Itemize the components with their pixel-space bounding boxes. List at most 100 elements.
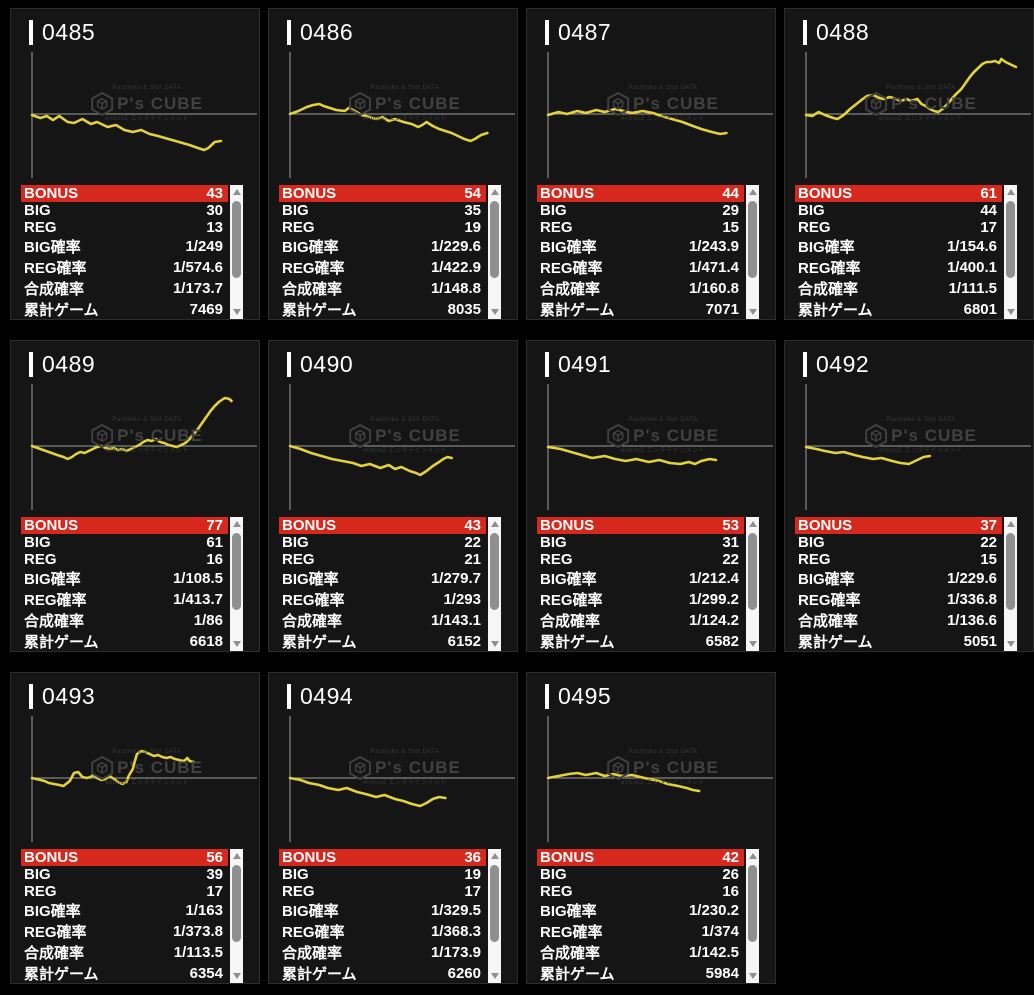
big-rate-value: 1/279.7: [430, 570, 481, 587]
scroll-up-icon[interactable]: [232, 853, 241, 859]
scrollbar-thumb[interactable]: [1006, 533, 1015, 610]
title-accent-bar: [29, 20, 33, 45]
scroll-down-icon[interactable]: [232, 973, 241, 979]
machine-card[interactable]: 0493 Pachinko & Slot DATA P's CUBE enboo…: [10, 672, 260, 984]
machine-card[interactable]: 0485 Pachinko & Slot DATA P's CUBE enboo…: [10, 8, 260, 320]
scrollbar-thumb[interactable]: [232, 201, 241, 278]
title-accent-bar: [803, 352, 807, 377]
scroll-up-icon[interactable]: [1006, 521, 1015, 527]
scroll-up-icon[interactable]: [490, 189, 499, 195]
bonus-label: BONUS: [798, 517, 853, 534]
reg-row: REG 17: [795, 219, 1002, 236]
big-label: BIG: [282, 202, 309, 219]
stats-rows: BONUS 77 BIG 61 REG 16 BIG確率 1/108.5 REG…: [21, 517, 228, 651]
title-accent-bar: [29, 352, 33, 377]
table-scrollbar[interactable]: [230, 517, 243, 651]
scrollbar-thumb[interactable]: [232, 865, 241, 942]
reg-rate-value: 1/400.1: [946, 259, 997, 276]
machine-card[interactable]: 0494 Pachinko & Slot DATA P's CUBE enboo…: [268, 672, 518, 984]
scrollbar-thumb[interactable]: [490, 533, 499, 610]
combined-rate-value: 1/113.5: [173, 944, 223, 961]
reg-label: REG: [282, 883, 315, 900]
scroll-down-icon[interactable]: [1006, 641, 1015, 647]
reg-value: 13: [206, 219, 223, 236]
machine-card[interactable]: 0489 Pachinko & Slot DATA P's CUBE enboo…: [10, 340, 260, 652]
machine-card[interactable]: 0492 Pachinko & Slot DATA P's CUBE enboo…: [784, 340, 1034, 652]
reg-label: REG: [540, 551, 573, 568]
machine-card[interactable]: 0487 Pachinko & Slot DATA P's CUBE enboo…: [526, 8, 776, 320]
total-games-label: 累計ゲーム: [798, 634, 873, 651]
slump-graph: Pachinko & Slot DATA P's CUBE enbooZ エンタ…: [11, 377, 259, 517]
table-scrollbar[interactable]: [746, 849, 759, 983]
big-row: BIG 39: [21, 866, 228, 883]
scroll-down-icon[interactable]: [1006, 309, 1015, 315]
scroll-down-icon[interactable]: [748, 641, 757, 647]
scroll-up-icon[interactable]: [490, 521, 499, 527]
big-label: BIG: [24, 534, 51, 551]
scrollbar-thumb[interactable]: [748, 533, 757, 610]
table-scrollbar[interactable]: [230, 185, 243, 319]
big-rate-row: BIG確率 1/243.9: [537, 236, 744, 257]
stats-table: BONUS 56 BIG 39 REG 17 BIG確率 1/163 REG確率: [21, 849, 243, 983]
bonus-value: 61: [980, 185, 997, 202]
reg-rate-row: REG確率 1/413.7: [21, 589, 228, 610]
scroll-down-icon[interactable]: [748, 973, 757, 979]
slump-graph-canvas: [288, 384, 515, 510]
machine-number: 0487: [558, 19, 612, 45]
bonus-row: BONUS 44: [537, 185, 744, 202]
combined-rate-row: 合成確率 1/111.5: [795, 278, 1002, 299]
stats-table: BONUS 77 BIG 61 REG 16 BIG確率 1/108.5 REG…: [21, 517, 243, 651]
total-games-row: 累計ゲーム 6801: [795, 299, 1002, 319]
machine-card[interactable]: 0491 Pachinko & Slot DATA P's CUBE enboo…: [526, 340, 776, 652]
scroll-down-icon[interactable]: [232, 641, 241, 647]
scrollbar-thumb[interactable]: [490, 865, 499, 942]
scrollbar-thumb[interactable]: [1006, 201, 1015, 278]
stats-rows: BONUS 43 BIG 30 REG 13 BIG確率 1/249 REG確率: [21, 185, 228, 319]
scroll-down-icon[interactable]: [490, 309, 499, 315]
table-scrollbar[interactable]: [746, 517, 759, 651]
table-scrollbar[interactable]: [488, 517, 501, 651]
scroll-up-icon[interactable]: [748, 189, 757, 195]
table-scrollbar[interactable]: [230, 849, 243, 983]
bonus-value: 56: [206, 849, 223, 866]
reg-rate-row: REG確率 1/471.4: [537, 257, 744, 278]
scroll-up-icon[interactable]: [748, 521, 757, 527]
scroll-up-icon[interactable]: [232, 521, 241, 527]
scrollbar-thumb[interactable]: [232, 533, 241, 610]
scroll-up-icon[interactable]: [490, 853, 499, 859]
reg-rate-row: REG確率 1/299.2: [537, 589, 744, 610]
total-games-row: 累計ゲーム 5051: [795, 631, 1002, 651]
bonus-value: 44: [722, 185, 739, 202]
machine-number: 0492: [816, 351, 870, 377]
reg-value: 21: [464, 551, 481, 568]
machine-card[interactable]: 0488 Pachinko & Slot DATA P's CUBE enboo…: [784, 8, 1034, 320]
big-rate-row: BIG確率 1/229.6: [279, 236, 486, 257]
reg-label: REG: [282, 551, 315, 568]
machine-number: 0493: [42, 683, 96, 709]
reg-rate-label: REG確率: [540, 592, 603, 609]
table-scrollbar[interactable]: [1004, 185, 1017, 319]
machine-card[interactable]: 0486 Pachinko & Slot DATA P's CUBE enboo…: [268, 8, 518, 320]
scroll-down-icon[interactable]: [232, 309, 241, 315]
big-row: BIG 22: [795, 534, 1002, 551]
machine-card[interactable]: 0495 Pachinko & Slot DATA P's CUBE enboo…: [526, 672, 776, 984]
table-scrollbar[interactable]: [488, 185, 501, 319]
reg-rate-label: REG確率: [798, 260, 861, 277]
big-rate-label: BIG確率: [540, 903, 597, 920]
scroll-up-icon[interactable]: [1006, 189, 1015, 195]
bonus-row: BONUS 36: [279, 849, 486, 866]
table-scrollbar[interactable]: [746, 185, 759, 319]
scrollbar-thumb[interactable]: [490, 201, 499, 278]
scrollbar-thumb[interactable]: [748, 201, 757, 278]
scroll-up-icon[interactable]: [748, 853, 757, 859]
scroll-down-icon[interactable]: [490, 973, 499, 979]
machine-card[interactable]: 0490 Pachinko & Slot DATA P's CUBE enboo…: [268, 340, 518, 652]
machine-number: 0485: [42, 19, 96, 45]
scroll-down-icon[interactable]: [748, 309, 757, 315]
scroll-up-icon[interactable]: [232, 189, 241, 195]
table-scrollbar[interactable]: [1004, 517, 1017, 651]
scrollbar-thumb[interactable]: [748, 865, 757, 942]
big-rate-row: BIG確率 1/108.5: [21, 568, 228, 589]
table-scrollbar[interactable]: [488, 849, 501, 983]
scroll-down-icon[interactable]: [490, 641, 499, 647]
